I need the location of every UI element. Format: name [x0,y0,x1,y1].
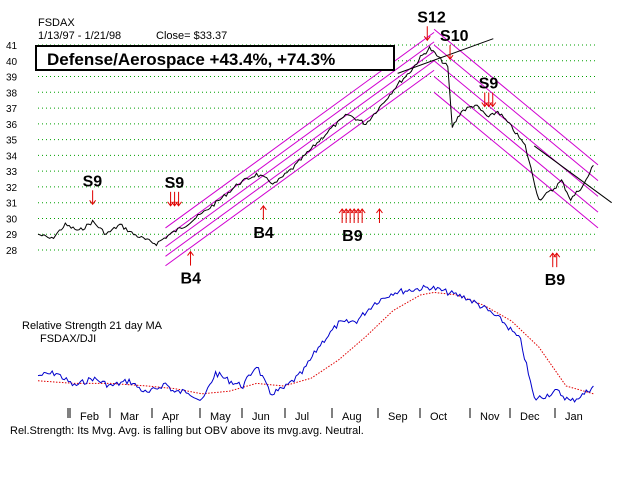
price-line [37,45,594,247]
month-label: Apr [162,411,179,423]
signal-s9: S9 [165,175,185,207]
rs-line [37,284,594,403]
y-tick-label: 38 [6,88,18,99]
month-label: Oct [430,411,447,423]
signal-arrowhead [423,35,431,42]
signal-arrow [376,208,383,223]
channel-line [433,44,599,182]
rs-title: Relative Strength 21 day MA [22,320,163,332]
signal-b9: B9 [545,252,566,289]
month-label: Dec [520,411,540,423]
rs-subtitle: FSDAX/DJI [40,333,97,345]
signal-label: S9 [165,175,185,192]
signal-arrowhead [376,208,383,214]
signal-label: S9 [83,173,103,190]
price-grid [38,44,598,251]
close-label: Close= $33.37 [156,30,228,42]
y-tick-label: 41 [6,41,18,52]
month-label: Jun [252,411,270,423]
month-axis: Feb Mar Apr May Jun Jul Aug Sep Oct Nov Dec Jan [67,408,583,423]
month-label: Mar [120,411,139,423]
channel-line [165,60,435,257]
rs-ma-line [37,291,594,395]
signal-label: S10 [440,28,469,45]
channel-line [433,76,599,213]
channel-line [165,69,435,267]
channel-line [165,50,435,248]
y-tick-label: 32 [6,183,18,194]
y-tick-label: 37 [6,104,18,115]
y-tick-label: 31 [6,199,18,210]
month-label: Sep [388,411,408,423]
signal-label: S9 [479,76,499,93]
y-tick-label: 36 [6,120,18,131]
signal-label: S12 [417,9,446,26]
month-label: Nov [480,411,500,423]
y-tick-label: 40 [6,57,18,68]
y-tick-label: 29 [6,230,18,241]
y-tick-label: 30 [6,214,18,225]
channel-line [433,28,599,166]
y-tick-label: 28 [6,246,18,257]
month-label: May [210,411,231,423]
signal-label: B9 [342,228,363,245]
signal-b4: B4 [253,205,274,242]
signal-label: B4 [253,225,274,242]
price-y-axis: 28 29 30 31 32 33 34 35 36 37 38 39 40 41 [6,41,18,257]
trend-line [533,145,612,204]
y-tick-label: 35 [6,136,18,147]
signal-arrowhead [489,102,497,108]
symbol-label: FSDAX [38,17,75,29]
signal-s12: S12 [417,9,446,42]
signal-arrowhead [187,250,194,256]
signal-arrowhead [89,199,97,206]
date-range-label: 1/13/97 - 1/21/98 [38,30,122,42]
channel-line [433,60,599,197]
signal-s9: S9 [479,76,499,108]
signal-s10: S10 [440,28,469,61]
sector-title: Defense/Aerospace +43.4%, +74.3% [35,45,395,71]
month-label: Jul [295,411,309,423]
signal-arrowhead [553,252,561,258]
signal-s9: S9 [83,173,103,206]
footer-note: Rel.Strength: Its Mvg. Avg. is falling b… [10,425,364,437]
signal-arrowhead [259,205,267,211]
relative-strength-chart [37,284,594,403]
signal-label: B9 [545,272,566,289]
signal-label: B4 [181,271,202,288]
signal-arrowhead [175,201,182,207]
month-label: Feb [80,411,99,423]
signal-arrowhead [446,54,454,61]
signal-b9: B9 [338,208,366,245]
signal-arrowhead [358,208,366,214]
channel-line [165,41,435,238]
y-tick-label: 33 [6,167,18,178]
month-label: Jan [565,411,583,423]
signal-markers: S9 S9 B4 B4 B9 S12 S10 S9 B9 [83,9,566,289]
y-tick-label: 34 [6,151,18,162]
signal-b4: B4 [181,250,202,288]
channel-line [433,91,599,229]
y-tick-label: 39 [6,73,18,84]
month-label: Aug [342,411,362,423]
